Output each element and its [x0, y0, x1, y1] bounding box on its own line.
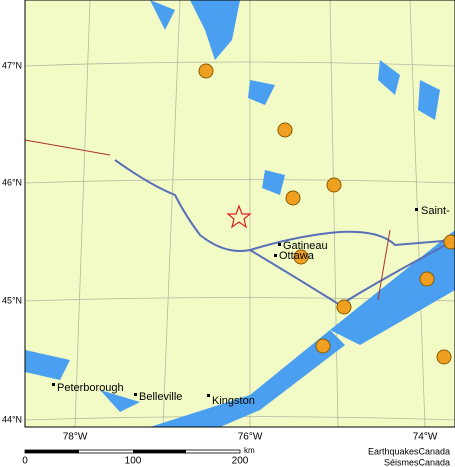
city-label: Kingston [212, 395, 255, 407]
graticule [24, 0, 455, 428]
latitude-label: 44°N [2, 414, 22, 424]
city-markers [52, 208, 418, 397]
scale-label: 100 [125, 456, 142, 467]
latitude-label: 46°N [2, 177, 22, 187]
credit: SéismesCanada [384, 457, 450, 467]
city-label: Saint- [421, 205, 450, 217]
credit: EarthquakesCanada [368, 446, 450, 456]
city-label: Ottawa [279, 250, 315, 262]
map-frame [24, 0, 455, 428]
latitude-label: 47°N [2, 60, 22, 70]
longitude-label: 78°W [63, 432, 88, 443]
earthquakes [198, 63, 455, 365]
longitude-label: 76°W [238, 432, 263, 443]
city-label: Belleville [139, 391, 182, 403]
scale-label: 0 [22, 456, 28, 467]
city-label: Peterborough [57, 382, 124, 394]
longitude-label: 74°W [413, 432, 438, 443]
scale-unit: km [244, 446, 255, 455]
city-label: Gatineau [283, 240, 328, 252]
scale-bar [24, 449, 241, 454]
scale-label: 200 [232, 456, 249, 467]
latitude-label: 45°N [2, 295, 22, 305]
